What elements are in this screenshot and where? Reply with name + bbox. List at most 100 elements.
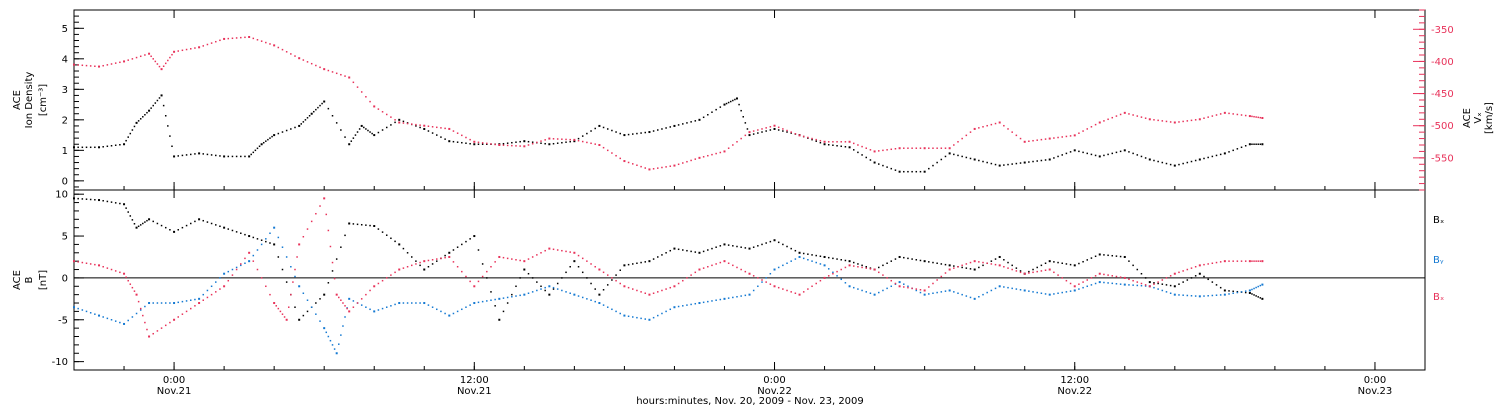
point-by-interp: [190, 299, 192, 301]
point-density-interp: [319, 104, 321, 107]
point-bx-interp: [857, 263, 859, 265]
point-density-interp: [164, 115, 167, 117]
point-by-interp: [540, 288, 542, 290]
point-by-37: [973, 297, 976, 300]
point-bz-interp: [346, 307, 348, 310]
point-vx-interp: [1140, 116, 1143, 118]
point-by-interp: [928, 293, 930, 295]
point-bx-interp: [569, 265, 571, 268]
point-by-interp: [1161, 289, 1164, 292]
point-bx-interp: [315, 302, 317, 304]
point-by-interp: [164, 302, 167, 304]
point-density-interp: [961, 155, 963, 158]
point-bx-interp: [142, 222, 144, 225]
point-vx-interp: [171, 53, 173, 56]
point-vx-interp: [452, 130, 455, 132]
point-vx-11: [323, 68, 326, 71]
point-bx-interp: [536, 281, 538, 283]
point-bz-10: [285, 318, 288, 321]
point-density-49: [1148, 158, 1151, 161]
point-by-interp: [506, 296, 509, 299]
point-bz-interp: [1040, 270, 1043, 272]
point-bz-interp: [1178, 271, 1180, 274]
point-vx-interp: [669, 165, 672, 167]
point-density-interp: [844, 146, 847, 148]
point-density-interp: [254, 149, 257, 152]
point-vx-interp: [657, 167, 659, 169]
point-bz-interp: [490, 265, 492, 268]
point-by-interp: [360, 304, 363, 306]
point-density-interp: [519, 140, 521, 143]
point-vx-interp: [114, 62, 117, 64]
point-bz-interp: [125, 276, 127, 278]
point-vx-29: [773, 124, 776, 127]
point-bz-interp: [369, 289, 371, 292]
point-bx-interp: [544, 289, 546, 292]
point-density-interp: [882, 164, 884, 167]
point-bz-interp: [1257, 260, 1259, 262]
point-bx-interp: [235, 231, 238, 233]
left-tick-label-p0-3: 3: [62, 85, 68, 96]
point-bz-interp: [1161, 279, 1164, 281]
point-density-interp: [1190, 160, 1193, 163]
point-bz-11: [298, 243, 301, 246]
point-by-interp: [306, 299, 309, 301]
point-bz-34: [848, 264, 851, 267]
point-density-interp: [162, 104, 165, 107]
point-vx-interp: [406, 122, 409, 125]
point-vx-23: [623, 160, 626, 163]
point-by-interp: [552, 286, 555, 289]
point-by-interp: [636, 316, 638, 319]
point-bx-13: [373, 225, 376, 227]
point-bx-interp: [1132, 264, 1134, 267]
point-bx-interp: [1032, 268, 1034, 271]
point-by-interp: [1190, 295, 1193, 297]
point-bz-1: [98, 264, 101, 267]
point-by-interp: [181, 300, 184, 303]
point-vx-interp: [415, 123, 417, 126]
point-bx-3: [135, 226, 138, 229]
point-by-interp: [1032, 291, 1034, 293]
point-bx-interp: [202, 219, 205, 222]
point-density-interp: [331, 115, 334, 117]
point-density-interp: [1044, 159, 1047, 161]
point-density-38: [873, 161, 876, 164]
point-bx-interp: [686, 249, 688, 252]
point-bz-interp: [882, 274, 884, 276]
point-bz-interp: [142, 314, 144, 317]
point-bz-interp: [819, 279, 822, 282]
point-vx-interp: [1128, 113, 1130, 115]
point-density-interp: [206, 153, 209, 156]
point-bx-interp: [306, 310, 309, 313]
point-by-interp: [377, 309, 380, 311]
point-bz-interp: [1232, 260, 1234, 262]
point-bz-interp: [1207, 263, 1209, 265]
point-density-interp: [371, 132, 373, 135]
point-by-interp: [1094, 282, 1097, 285]
point-density-interp: [1228, 151, 1230, 153]
point-density-interp: [215, 154, 217, 157]
point-by-interp: [686, 304, 688, 306]
point-by-38: [998, 285, 1001, 288]
point-density-interp: [640, 132, 642, 134]
point-bz-interp: [260, 277, 263, 279]
point-vx-interp: [511, 144, 513, 147]
point-vx-36: [948, 147, 951, 150]
point-by-8: [273, 226, 276, 229]
point-by-interp: [227, 270, 230, 273]
point-vx-interp: [306, 61, 309, 63]
point-vx-32: [848, 140, 851, 143]
point-density-28: [648, 131, 651, 134]
point-bz-interp: [777, 286, 780, 289]
point-bx-interp: [1257, 296, 1259, 298]
point-density-interp: [144, 114, 146, 116]
point-bz-interp: [411, 264, 413, 267]
point-density-interp: [725, 102, 728, 105]
point-bz-interp: [694, 271, 697, 274]
point-bz-47: [1173, 272, 1176, 275]
point-bx-interp: [1119, 255, 1122, 258]
point-density-interp: [81, 146, 84, 149]
point-bz-interp: [1007, 267, 1009, 269]
point-by-interp: [669, 308, 672, 311]
point-density-interp: [577, 137, 580, 140]
